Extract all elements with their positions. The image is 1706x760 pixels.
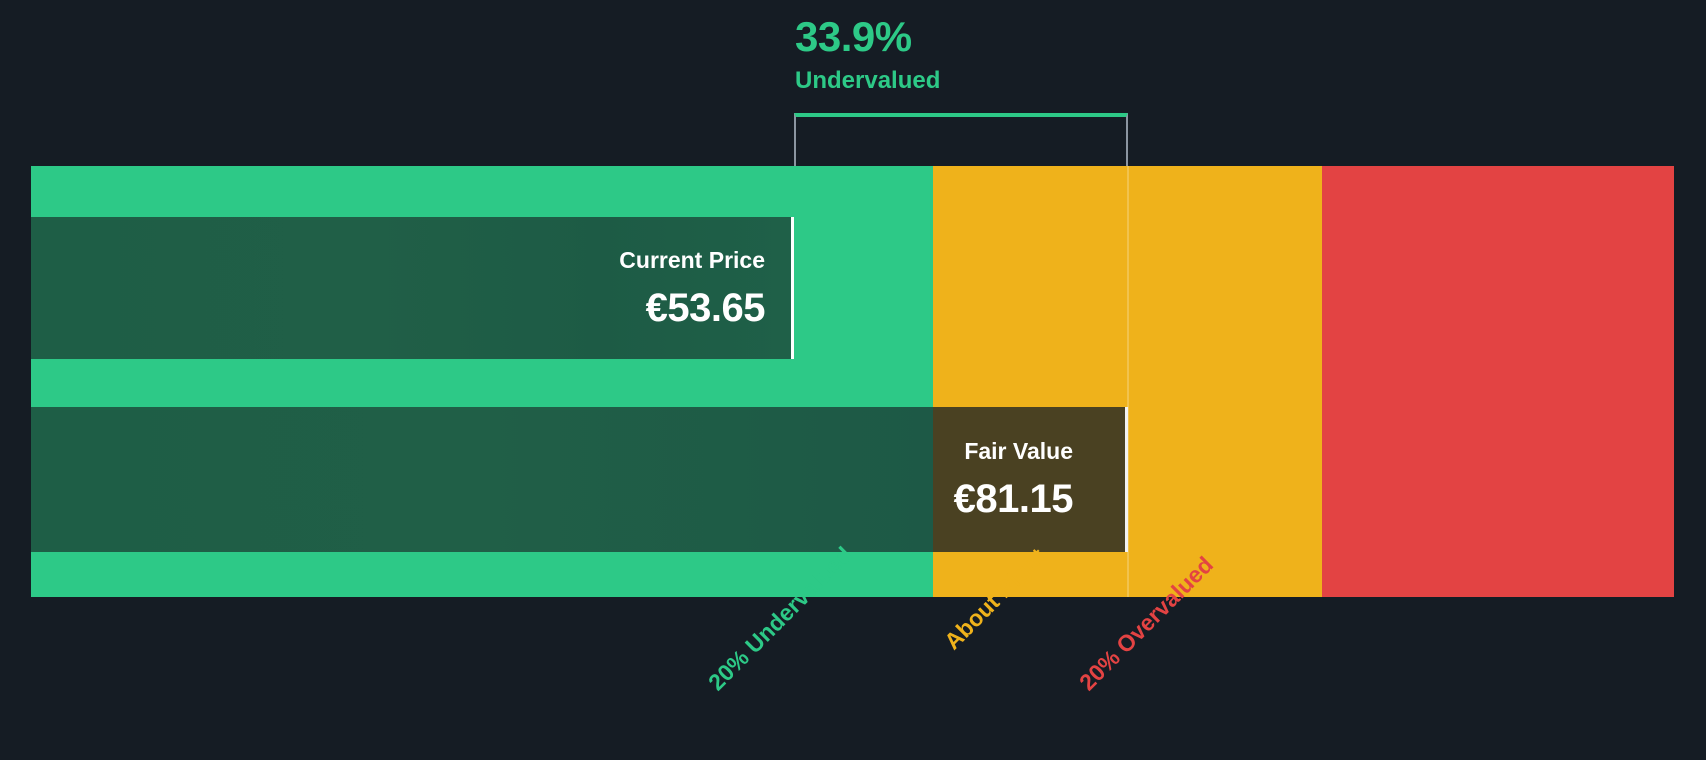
valuation-status-label: Undervalued (795, 67, 941, 94)
fair-value-text-group: Fair Value €81.15 (31, 407, 1099, 552)
valuation-callout: 33.9% Undervalued (795, 16, 1215, 93)
band-overvalued (1322, 166, 1674, 597)
current-price-bar: Current Price €53.65 (31, 217, 794, 359)
fair-value-bar-yellow-segment (933, 407, 1125, 552)
fair-value-tick (1127, 166, 1129, 597)
fair-value-bar: Fair Value €81.15 (31, 407, 1128, 552)
fair-value-bar-green-segment (31, 407, 933, 552)
fair-value-value: €81.15 (953, 477, 1074, 521)
current-price-label: Current Price (619, 246, 765, 273)
current-price-value: €53.65 (645, 285, 766, 330)
fair-value-label: Fair Value (964, 438, 1073, 464)
valuation-gap-bracket (794, 113, 1128, 167)
undervalued-percent: 33.9% (795, 13, 912, 60)
